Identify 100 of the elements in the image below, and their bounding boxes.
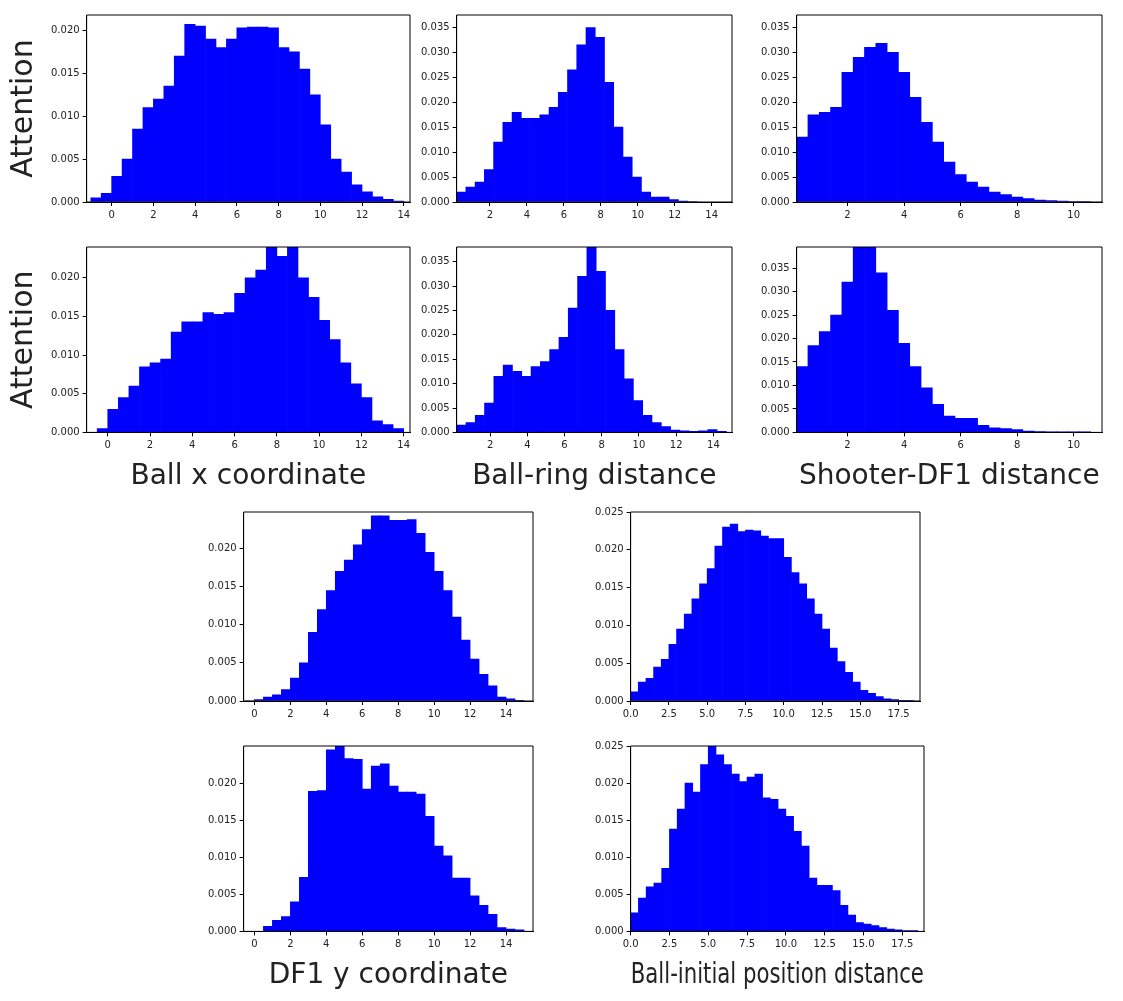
x-tick-label: 4: [323, 707, 330, 719]
y-tick-label: 0.025: [594, 739, 624, 751]
x-tick-label: 0: [251, 937, 258, 949]
y-tick-label: 0.030: [420, 279, 450, 291]
y-tick-label: 0.035: [760, 21, 790, 33]
x-tick-label: 10: [427, 937, 441, 949]
x-axis-title: Ball-initial position distance: [630, 957, 924, 991]
y-tick-label: 0.015: [594, 813, 624, 825]
x-tick-label: 14: [397, 438, 411, 450]
y-tick-label: 0.015: [207, 813, 237, 825]
x-tick-label: 12: [463, 937, 477, 949]
x-tick-label: 2: [486, 438, 494, 450]
x-tick-label: 10: [427, 707, 441, 719]
y-tick-label: 0.000: [760, 195, 790, 207]
y-tick-label: 0.020: [207, 542, 237, 554]
y-tick-label: 0.005: [420, 170, 450, 182]
x-tick-label: 0: [251, 707, 258, 719]
x-tick-label: 5.0: [699, 707, 716, 719]
y-tick-label: 0.010: [50, 348, 80, 360]
y-tick-label: 0.005: [420, 401, 450, 413]
x-tick-label: 15.0: [852, 937, 875, 949]
y-tick-label: 0.000: [50, 195, 80, 207]
y-tick-label: 0.010: [760, 145, 790, 157]
y-tick-label: 0.010: [594, 618, 624, 630]
y-tick-label: 0.005: [50, 387, 80, 399]
y-tick-label: 0.020: [594, 776, 624, 788]
x-tick-label: 4: [189, 438, 196, 450]
x-tick-label: 6: [233, 208, 241, 220]
y-tick-label: 0.025: [760, 70, 790, 82]
x-tick-label: 2: [287, 707, 294, 719]
x-tick-label: 10.0: [772, 707, 795, 719]
x-tick-label: 6: [359, 937, 366, 949]
x-tick-label: 0: [104, 438, 111, 450]
y-tick-label: 0.020: [594, 543, 624, 555]
x-tick-label: 12.5: [813, 937, 836, 949]
x-tick-label: 10: [1067, 438, 1081, 450]
x-tick-label: 2: [486, 208, 494, 220]
y-tick-label: 0.020: [50, 24, 80, 36]
y-tick-label: 0.015: [760, 355, 790, 367]
y-tick-label: 0.015: [420, 352, 450, 364]
y-tick-label: 0.000: [760, 425, 790, 437]
y-tick-label: 0.005: [207, 887, 237, 899]
x-tick-label: 5.0: [700, 937, 717, 949]
y-tick-label: 0.010: [594, 850, 624, 862]
x-tick-label: 14: [499, 707, 513, 719]
x-axis-title: Shooter-DF1 distance: [798, 458, 1100, 492]
x-tick-label: 4: [524, 438, 531, 450]
x-tick-label: 10: [1067, 208, 1081, 220]
x-tick-label: 8: [395, 937, 402, 949]
x-tick-label: 8: [395, 707, 402, 719]
x-tick-label: 7.5: [739, 937, 755, 949]
y-tick-label: 0.000: [207, 694, 237, 706]
x-tick-label: 10: [312, 438, 326, 450]
x-tick-label: 0.0: [622, 707, 639, 719]
y-tick-label: 0.035: [760, 261, 790, 273]
x-tick-label: 8: [1013, 438, 1021, 450]
x-tick-label: 6: [957, 438, 964, 450]
x-tick-label: 2: [844, 208, 851, 220]
x-tick-label: 10: [313, 208, 327, 220]
x-tick-label: 4: [900, 208, 908, 220]
x-tick-label: 8: [275, 208, 282, 220]
x-tick-label: 8: [1013, 208, 1021, 220]
x-tick-label: 6: [561, 438, 568, 450]
x-tick-label: 10.0: [774, 937, 797, 949]
x-tick-label: 2: [287, 937, 294, 949]
x-tick-label: 6: [231, 438, 238, 450]
y-tick-label: 0.000: [594, 694, 624, 706]
y-tick-label: 0.010: [50, 109, 80, 121]
x-tick-label: 10: [631, 208, 645, 220]
x-tick-label: 14: [705, 208, 719, 220]
x-tick-label: 2: [844, 438, 851, 450]
x-tick-label: 12: [355, 208, 369, 220]
x-tick-label: 15.0: [849, 707, 872, 719]
x-tick-label: 4: [191, 208, 199, 220]
x-tick-label: 8: [273, 438, 281, 450]
x-tick-label: 2.5: [661, 937, 678, 949]
x-tick-label: 6: [359, 707, 366, 719]
x-tick-label: 0: [108, 208, 115, 220]
y-tick-label: 0.000: [420, 195, 450, 207]
y-tick-label: 0.005: [50, 152, 80, 164]
y-tick-label: 0.020: [760, 95, 790, 107]
y-tick-label: 0.035: [420, 21, 450, 33]
x-tick-label: 12: [668, 208, 682, 220]
y-tick-label: 0.010: [420, 377, 450, 389]
y-tick-label: 0.025: [420, 304, 450, 316]
x-tick-label: 6: [560, 208, 568, 220]
y-tick-label: 0.030: [760, 285, 790, 297]
x-tick-label: 4: [900, 438, 908, 450]
x-tick-label: 8: [598, 438, 605, 450]
y-tick-label: 0.015: [207, 580, 237, 592]
y-tick-label: 0.025: [420, 70, 450, 82]
x-axis-title: Ball-ring distance: [472, 458, 717, 492]
x-tick-label: 12: [355, 438, 368, 450]
y-tick-label: 0.005: [207, 656, 237, 668]
x-tick-label: 17.5: [887, 707, 910, 719]
y-tick-label: 0.005: [760, 170, 790, 182]
y-tick-label: 0.000: [420, 425, 450, 437]
y-tick-label: 0.025: [760, 308, 790, 320]
x-tick-label: 14: [397, 208, 411, 220]
y-tick-label: 0.025: [594, 505, 624, 517]
